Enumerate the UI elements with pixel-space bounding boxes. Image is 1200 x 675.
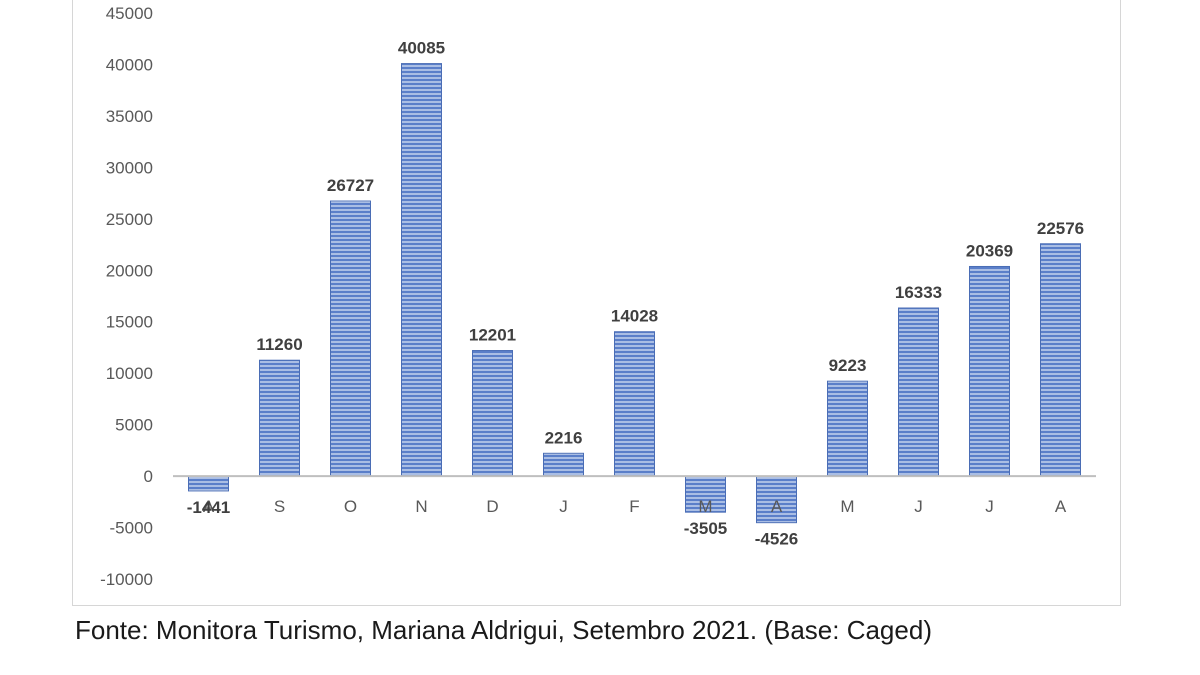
y-tick-label: -10000: [100, 570, 153, 589]
source-note: Fonte: Monitora Turismo, Mariana Aldrigu…: [75, 615, 932, 645]
y-axis-tick-labels: 45000 40000 35000 30000 25000 20000 15000 10000…: [100, 4, 153, 589]
data-label: -4526: [755, 530, 798, 549]
y-tick-label: -5000: [110, 519, 153, 538]
bars: [188, 63, 1081, 524]
bar: [756, 475, 797, 524]
x-tick-label: O: [344, 497, 357, 516]
y-tick-label: 5000: [115, 416, 153, 435]
x-tick-label: A: [1055, 497, 1067, 516]
data-label: -1441: [187, 498, 230, 517]
bar-chart: 45000 40000 35000 30000 25000 20000 15000 10000…: [100, 4, 1096, 589]
data-label: -3505: [684, 519, 727, 538]
data-label: 16333: [895, 283, 942, 302]
y-tick-label: 0: [144, 467, 153, 486]
data-label: 11260: [256, 335, 302, 354]
y-tick-label: 10000: [106, 364, 153, 383]
y-tick-label: 30000: [106, 158, 153, 177]
bar: [259, 359, 300, 477]
bar: [401, 63, 442, 477]
y-tick-label: 45000: [106, 4, 153, 23]
y-tick-label: 15000: [106, 313, 153, 332]
x-tick-label: J: [559, 497, 568, 516]
data-label: 14028: [611, 307, 658, 326]
bar: [330, 200, 371, 477]
data-label: 2216: [545, 428, 583, 447]
x-tick-label: M: [698, 497, 712, 516]
x-tick-label: A: [771, 497, 783, 516]
bar: [1040, 243, 1081, 477]
y-tick-label: 25000: [106, 210, 153, 229]
bar: [898, 307, 939, 477]
x-tick-label: D: [486, 497, 498, 516]
data-labels: -1441 11260 26727 40085 12201 2216 14028 -3505 -…: [187, 39, 1084, 549]
data-label: 12201: [469, 326, 516, 345]
x-tick-label: S: [274, 497, 285, 516]
x-tick-label: F: [629, 497, 639, 516]
x-tick-label: J: [914, 497, 923, 516]
y-tick-label: 20000: [106, 261, 153, 280]
data-label: 26727: [327, 176, 374, 195]
bar: [827, 380, 868, 477]
chart-frame: 45000 40000 35000 30000 25000 20000 15000 10000…: [72, 0, 1121, 606]
data-label: 22576: [1037, 219, 1084, 238]
bar: [685, 475, 726, 513]
x-tick-label: A: [203, 497, 215, 516]
y-tick-label: 35000: [106, 107, 153, 126]
x-tick-label: N: [415, 497, 427, 516]
data-label: 40085: [398, 39, 445, 58]
y-tick-label: 40000: [106, 55, 153, 74]
bar: [543, 452, 584, 477]
bar: [614, 331, 655, 477]
x-tick-label: M: [840, 497, 854, 516]
data-label: 9223: [829, 356, 867, 375]
bar: [188, 475, 229, 492]
bar: [969, 265, 1010, 477]
bar: [472, 350, 513, 477]
data-label: 20369: [966, 241, 1013, 260]
x-tick-label: J: [985, 497, 994, 516]
